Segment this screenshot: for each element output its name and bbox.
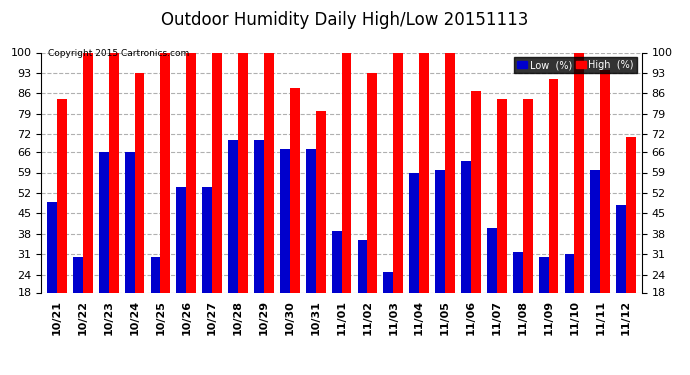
Bar <box>626 137 636 292</box>
Bar <box>600 70 610 292</box>
Bar <box>280 149 290 292</box>
Bar <box>238 53 248 292</box>
Bar <box>264 53 274 292</box>
Bar <box>47 202 57 292</box>
Text: Outdoor Humidity Daily High/Low 20151113: Outdoor Humidity Daily High/Low 20151113 <box>161 11 529 29</box>
Bar <box>186 53 196 292</box>
Bar <box>409 172 420 292</box>
Bar <box>228 140 238 292</box>
Bar <box>57 99 67 292</box>
Bar <box>99 152 109 292</box>
Bar <box>574 53 584 292</box>
Bar <box>549 79 558 292</box>
Bar <box>73 257 83 292</box>
Bar <box>616 205 626 292</box>
Text: Copyright 2015 Cartronics.com: Copyright 2015 Cartronics.com <box>48 49 190 58</box>
Bar <box>393 53 403 292</box>
Bar <box>202 187 212 292</box>
Bar <box>212 53 222 292</box>
Bar <box>306 149 316 292</box>
Bar <box>290 88 299 292</box>
Bar <box>160 53 170 292</box>
Bar <box>177 187 186 292</box>
Bar <box>513 252 522 292</box>
Bar <box>357 240 367 292</box>
Bar <box>445 53 455 292</box>
Bar <box>497 99 506 292</box>
Bar <box>83 53 92 292</box>
Bar <box>254 140 264 292</box>
Bar <box>108 53 119 292</box>
Bar <box>591 170 600 292</box>
Bar <box>539 257 549 292</box>
Bar <box>564 255 574 292</box>
Bar <box>315 111 326 292</box>
Bar <box>342 53 351 292</box>
Bar <box>435 170 445 292</box>
Legend: Low  (%), High  (%): Low (%), High (%) <box>514 57 637 73</box>
Bar <box>384 272 393 292</box>
Bar <box>419 53 429 292</box>
Bar <box>461 161 471 292</box>
Bar <box>487 228 497 292</box>
Bar <box>523 99 533 292</box>
Bar <box>367 73 377 292</box>
Bar <box>125 152 135 292</box>
Bar <box>471 90 481 292</box>
Bar <box>135 73 144 292</box>
Bar <box>150 257 160 292</box>
Bar <box>332 231 342 292</box>
